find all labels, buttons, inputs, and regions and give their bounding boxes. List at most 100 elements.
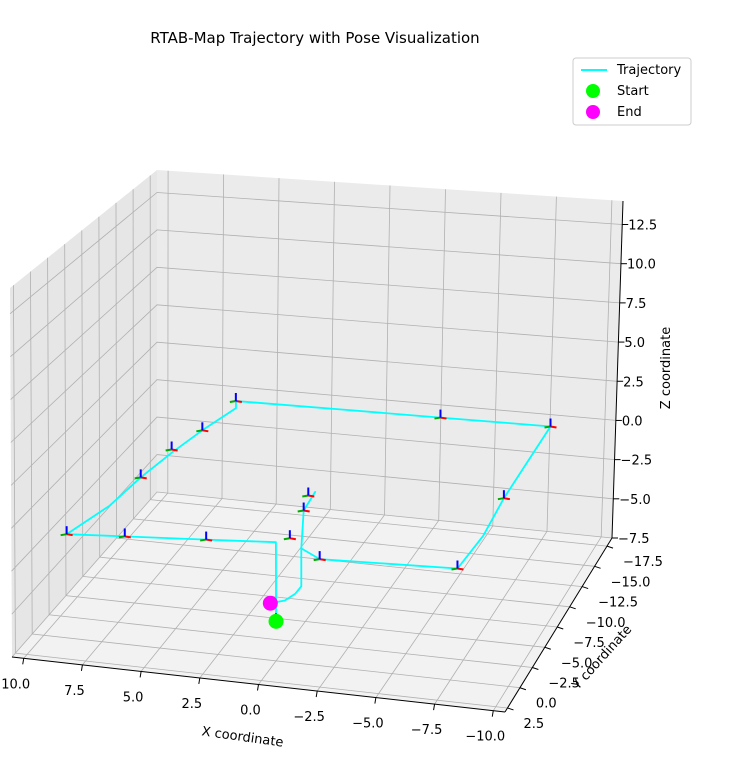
pose-y-axis bbox=[165, 448, 172, 452]
pose-x-axis bbox=[550, 425, 557, 429]
pose-x-axis bbox=[202, 429, 209, 433]
pose-y-axis bbox=[60, 533, 67, 537]
pose-y-axis bbox=[313, 558, 320, 562]
z-tick-label: 7.5 bbox=[626, 297, 647, 312]
pose-y-axis bbox=[229, 400, 237, 403]
pose-y-axis bbox=[297, 509, 304, 513]
pose-frame bbox=[229, 392, 243, 403]
z-grid-line bbox=[11, 416, 615, 572]
legend-end-swatch bbox=[586, 105, 600, 119]
back-wall-pane bbox=[157, 170, 623, 538]
z-axis-label: Z coordinate bbox=[659, 327, 674, 409]
trajectory-line bbox=[65, 400, 552, 622]
pose-y-axis bbox=[134, 476, 141, 480]
pose-x-axis bbox=[308, 494, 315, 498]
pose-x-axis bbox=[457, 567, 464, 571]
x-tick-mark bbox=[374, 697, 377, 704]
pose-x-axis bbox=[235, 400, 243, 403]
pose-y-axis bbox=[544, 425, 551, 429]
y-tick-label: −2.5 bbox=[548, 676, 580, 691]
pose-frame bbox=[200, 531, 213, 542]
x-tick-label: 7.5 bbox=[64, 684, 85, 699]
z-tick-label: 10.0 bbox=[627, 258, 656, 273]
pose-x-axis bbox=[319, 558, 326, 562]
pose-y-axis bbox=[302, 494, 309, 498]
x-tick-mark bbox=[491, 710, 494, 717]
x-tick-label: −5.0 bbox=[352, 717, 384, 732]
y-tick-mark bbox=[507, 707, 514, 711]
z-tick-label: 2.5 bbox=[623, 375, 644, 390]
y-tick-label: −12.5 bbox=[598, 596, 638, 611]
x-tick-label: −7.5 bbox=[411, 723, 443, 738]
pose-frame bbox=[544, 418, 557, 429]
pose-frame bbox=[297, 502, 310, 513]
y-tick-label: 2.5 bbox=[523, 717, 544, 732]
pose-frame bbox=[118, 528, 131, 539]
legend-trajectory-label: Trajectory bbox=[616, 63, 681, 78]
pose-frame bbox=[165, 441, 178, 452]
pose-frame bbox=[434, 409, 447, 420]
z-tick-label: −7.5 bbox=[618, 532, 650, 547]
pose-frame bbox=[134, 469, 147, 480]
legend-end-label: End bbox=[617, 105, 642, 120]
x-tick-mark bbox=[315, 690, 318, 698]
legend-box bbox=[572, 57, 692, 126]
y-tick-label: 0.0 bbox=[536, 697, 557, 712]
pose-x-axis bbox=[303, 509, 310, 513]
x-tick-mark bbox=[22, 658, 25, 665]
y-tick-mark bbox=[519, 687, 527, 691]
y-tick-mark bbox=[532, 667, 539, 670]
endpoint-markers bbox=[262, 595, 284, 629]
trajectory-layer bbox=[65, 400, 552, 622]
y-tick-label: −10.0 bbox=[586, 616, 626, 631]
pose-x-axis bbox=[503, 497, 511, 501]
x-tick-label: −10.0 bbox=[465, 730, 505, 745]
z-grid-line bbox=[10, 304, 619, 443]
z-tick-label: 12.5 bbox=[628, 219, 657, 234]
y-tick-label: −15.0 bbox=[611, 575, 651, 590]
axis-panes bbox=[10, 170, 623, 712]
z-grid-line bbox=[10, 266, 620, 400]
y-tick-label: −5.0 bbox=[561, 656, 593, 671]
x-tick-mark bbox=[198, 677, 201, 685]
pose-y-axis bbox=[200, 538, 207, 542]
y-tick-mark bbox=[594, 565, 601, 569]
pose-y-axis bbox=[283, 537, 291, 541]
end-marker bbox=[262, 595, 278, 611]
x-tick-label: 0.0 bbox=[240, 704, 261, 719]
pose-frame bbox=[497, 490, 511, 501]
z-grid-line bbox=[11, 379, 616, 529]
pose-y-axis bbox=[196, 429, 203, 433]
z-tick-label: 5.0 bbox=[624, 336, 645, 351]
pose-y-axis bbox=[497, 497, 505, 501]
x-tick-mark bbox=[80, 664, 83, 671]
pose-x-axis bbox=[440, 416, 447, 420]
y-tick-mark bbox=[569, 606, 576, 610]
pose-frame bbox=[313, 551, 326, 562]
y-tick-mark bbox=[581, 586, 589, 590]
z-grid-line bbox=[11, 454, 614, 615]
y-tick-mark bbox=[557, 626, 564, 630]
chart-title: RTAB-Map Trajectory with Pose Visualizat… bbox=[150, 29, 479, 47]
x-tick-mark bbox=[257, 684, 259, 691]
pose-markers bbox=[60, 392, 557, 624]
x-tick-label: 10.0 bbox=[1, 677, 30, 692]
z-tick-label: −5.0 bbox=[619, 493, 651, 508]
pose-frame bbox=[60, 526, 73, 537]
floor-pane bbox=[12, 492, 612, 712]
legend: Trajectory Start End bbox=[572, 57, 692, 126]
pose-x-axis bbox=[206, 538, 213, 542]
pose-x-axis bbox=[124, 535, 131, 539]
y-tick-label: −17.5 bbox=[623, 555, 663, 570]
pose-frame bbox=[302, 487, 315, 498]
x-axis-label: X coordinate bbox=[201, 724, 285, 750]
z-grid-line bbox=[10, 341, 618, 486]
x-tick-label: 2.5 bbox=[181, 697, 202, 712]
start-marker bbox=[268, 613, 284, 629]
legend-start-label: Start bbox=[617, 84, 649, 99]
pose-x-axis bbox=[171, 448, 178, 452]
z-tick-label: 0.0 bbox=[622, 414, 643, 429]
x-tick-label: 5.0 bbox=[123, 690, 144, 705]
x-tick-label: −2.5 bbox=[293, 710, 325, 725]
